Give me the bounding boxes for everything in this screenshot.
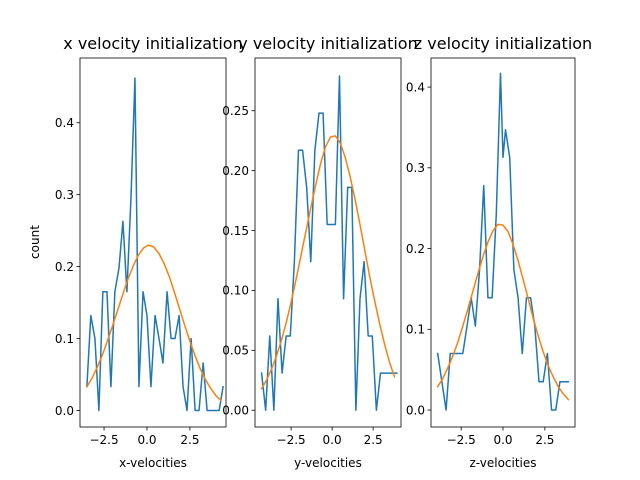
x-velocity-panel: −2.5 0.0 2.5 0.0 0.1 0.2 0.3 0.4 x velocity ini… <box>28 34 243 470</box>
z-velocity-y-tick-label: 0.3 <box>406 161 425 175</box>
z-velocity-x-tick-label: −2.5 <box>447 433 476 447</box>
y-velocity-y-tick-label: 0.10 <box>222 284 249 298</box>
y-velocity-axes-frame <box>254 57 402 428</box>
x-velocity-ylabel: count <box>28 225 42 259</box>
z-velocity-x-tick-label: 2.5 <box>535 433 554 447</box>
z-velocity-xlabel: z-velocities <box>469 456 536 470</box>
z-velocity-y-tick-label: 0.1 <box>406 323 425 337</box>
y-velocity-panel: −2.5 0.0 2.5 0.00 0.05 0.10 0.15 0.20 0.25 y vel… <box>222 34 417 470</box>
x-velocity-x-tick-label: −2.5 <box>89 433 118 447</box>
z-velocity-y-tick-label: 0.4 <box>406 80 425 94</box>
z-velocity-series-0-line <box>436 72 570 411</box>
x-velocity-y-tick-label: 0.2 <box>55 260 74 274</box>
x-velocity-x-tick-label: 0.0 <box>137 433 156 447</box>
x-velocity-y-tick-label: 0.3 <box>55 188 74 202</box>
z-velocity-x-tick-label: 0.0 <box>493 433 512 447</box>
z-velocity-series-1-line <box>436 223 570 401</box>
x-velocity-y-tick-label: 0.0 <box>55 404 74 418</box>
z-velocity-plot-area: −2.5 0.0 2.5 0.0 0.1 0.2 0.3 0.4 <box>406 57 576 447</box>
x-velocity-y-tick-label: 0.4 <box>55 116 74 130</box>
y-velocity-series-1-line <box>260 135 396 390</box>
z-velocity-title: z velocity initialization <box>414 34 592 53</box>
x-velocity-title: x velocity initialization <box>63 34 242 53</box>
z-velocity-y-tick-label: 0.2 <box>406 242 425 256</box>
x-velocity-axes-frame <box>79 57 227 428</box>
y-velocity-series-0-line <box>260 75 398 411</box>
y-velocity-title: y velocity initialization <box>238 34 417 53</box>
x-velocity-plot-area: −2.5 0.0 2.5 0.0 0.1 0.2 0.3 0.4 <box>55 57 227 447</box>
y-velocity-y-tick-label: 0.05 <box>222 344 249 358</box>
x-velocity-xlabel: x-velocities <box>119 456 187 470</box>
y-velocity-y-tick-label: 0.00 <box>222 404 249 418</box>
y-velocity-y-tick-label: 0.25 <box>222 104 249 118</box>
y-velocity-y-tick-label: 0.15 <box>222 224 249 238</box>
x-velocity-y-tick-label: 0.1 <box>55 332 74 346</box>
x-velocity-series-1-line <box>85 244 222 402</box>
y-velocity-xlabel: y-velocities <box>294 456 362 470</box>
x-velocity-x-tick-label: 2.5 <box>180 433 199 447</box>
z-velocity-panel: −2.5 0.0 2.5 0.0 0.1 0.2 0.3 0.4 z velocity ini… <box>406 34 592 470</box>
x-velocity-series-0-line <box>86 77 224 412</box>
z-velocity-y-tick-label: 0.0 <box>406 403 425 417</box>
y-velocity-plot-area: −2.5 0.0 2.5 0.00 0.05 0.10 0.15 0.20 0.25 <box>222 57 402 447</box>
y-velocity-x-tick-label: −2.5 <box>277 433 306 447</box>
y-velocity-y-tick-label: 0.20 <box>222 164 249 178</box>
y-velocity-x-tick-label: 0.0 <box>323 433 342 447</box>
y-velocity-x-tick-label: 2.5 <box>364 433 383 447</box>
